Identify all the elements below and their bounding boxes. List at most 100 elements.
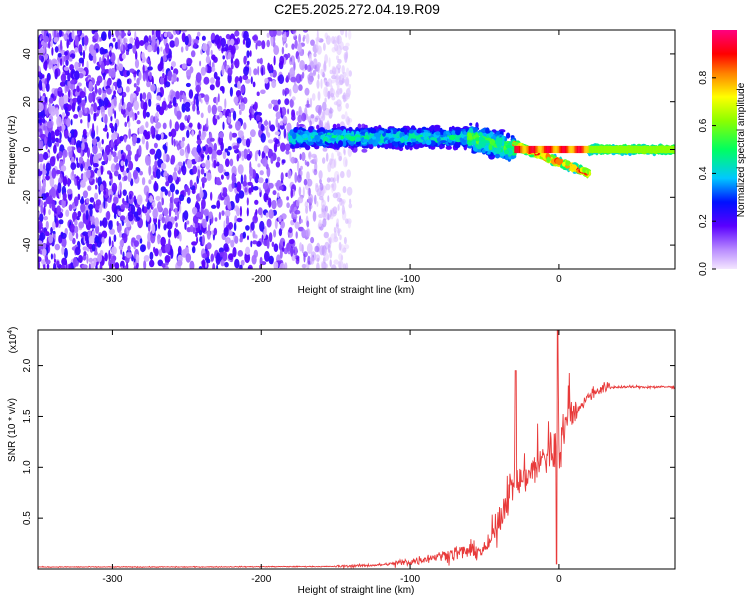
heatmap-cell	[256, 240, 262, 247]
heatmap-cell	[48, 234, 54, 244]
heatmap-cell	[301, 263, 307, 269]
heatmap-cell	[229, 158, 234, 167]
heatmap-cell	[114, 122, 118, 132]
heatmap-cell	[162, 72, 165, 79]
heatmap-cell	[113, 234, 117, 242]
heatmap-cell	[143, 255, 150, 262]
heatmap-cell	[341, 205, 345, 215]
heatmap-cell	[265, 178, 269, 184]
heatmap-cell	[157, 201, 162, 212]
heatmap-cell	[211, 204, 217, 209]
heatmap-cell	[322, 211, 329, 221]
heatmap-cell	[56, 116, 62, 127]
heatmap-cell	[336, 55, 339, 60]
heatmap-cell	[269, 64, 273, 71]
heatmap-cell	[160, 186, 166, 192]
heatmap-cell	[126, 51, 129, 56]
heatmap-cell	[309, 120, 312, 127]
heatmap-cell	[195, 231, 198, 238]
heatmap-cell	[221, 64, 225, 76]
heatmap-cell	[63, 55, 67, 62]
heatmap-cell	[90, 152, 93, 164]
heatmap-cell	[317, 91, 321, 101]
heatmap-cell	[191, 130, 195, 137]
heatmap-cell	[128, 214, 134, 222]
heatmap-cell	[226, 238, 230, 244]
heatmap-cell	[494, 153, 501, 159]
heatmap-cell	[57, 87, 62, 92]
heatmap-cell	[192, 215, 199, 224]
heatmap-cell	[290, 245, 294, 257]
heatmap-cell	[133, 100, 139, 111]
heatmap-cell	[156, 46, 160, 55]
heatmap-cell	[74, 90, 81, 97]
heatmap-cell	[177, 161, 183, 167]
heatmap-cell	[193, 42, 197, 48]
heatmap-cell	[109, 46, 113, 51]
heatmap-cell	[316, 124, 320, 130]
heatmap-cell	[50, 130, 55, 141]
heatmap-cell	[78, 57, 85, 64]
heatmap-cell	[74, 47, 79, 53]
heatmap-cell	[323, 231, 329, 239]
heatmap-cell	[290, 156, 296, 164]
heatmap-cell	[154, 180, 158, 191]
heatmap-cell	[38, 54, 42, 61]
heatmap-cell	[333, 129, 338, 136]
heatmap-cell	[155, 115, 158, 124]
heatmap-cell	[239, 264, 243, 269]
heatmap-cell	[348, 30, 352, 40]
heatmap-cell	[375, 137, 381, 142]
heatmap-cell	[224, 261, 229, 268]
heatmap-cell	[294, 39, 298, 49]
heatmap-cell	[127, 43, 133, 50]
heatmap-cell	[299, 219, 303, 224]
heatmap-cell	[235, 90, 242, 97]
heatmap-cell	[264, 250, 270, 262]
heatmap-cell	[280, 106, 287, 116]
heatmap-cell	[185, 253, 192, 263]
heatmap-cell	[96, 125, 99, 136]
heatmap-cell	[296, 111, 299, 116]
heatmap-cell	[45, 82, 50, 92]
heatmap-cell	[179, 194, 185, 202]
heatmap-cell	[249, 112, 252, 121]
heatmap-cell	[234, 235, 239, 244]
heatmap-cell	[72, 237, 76, 245]
heatmap-cell	[253, 68, 258, 76]
heatmap-cell	[67, 146, 73, 152]
heatmap-cell	[88, 80, 93, 92]
heatmap-cell	[88, 166, 92, 171]
heatmap-cell	[214, 34, 220, 45]
heatmap-cell	[244, 187, 248, 193]
heatmap-cell	[44, 62, 48, 71]
heatmap-cell	[207, 104, 212, 114]
heatmap-cell	[369, 127, 377, 134]
heatmap-cell	[273, 55, 276, 66]
heatmap-cell	[95, 184, 98, 190]
heatmap-cell	[195, 72, 202, 83]
heatmap-cell	[495, 138, 503, 146]
heatmap-cell	[145, 121, 149, 128]
heatmap-cell	[86, 132, 89, 138]
heatmap-cell	[38, 119, 42, 124]
heatmap-cell	[304, 63, 308, 71]
heatmap-cell	[338, 140, 343, 148]
heatmap-cell	[167, 174, 173, 184]
heatmap-cell	[273, 104, 279, 112]
heatmap-cell	[294, 245, 298, 256]
heatmap-cell	[126, 78, 130, 85]
heatmap-cell	[227, 146, 232, 151]
heatmap-cell	[324, 54, 328, 64]
heatmap-cell	[180, 46, 184, 53]
heatmap-cell	[268, 197, 272, 208]
heatmap-cell	[160, 46, 163, 52]
heatmap-cell	[264, 195, 269, 201]
heatmap-cell	[313, 58, 318, 66]
heatmap-cell	[243, 122, 247, 130]
heatmap-cell	[74, 225, 79, 234]
heatmap-cell	[284, 87, 290, 95]
heatmap-cell	[288, 227, 293, 234]
heatmap-cell	[257, 163, 261, 168]
